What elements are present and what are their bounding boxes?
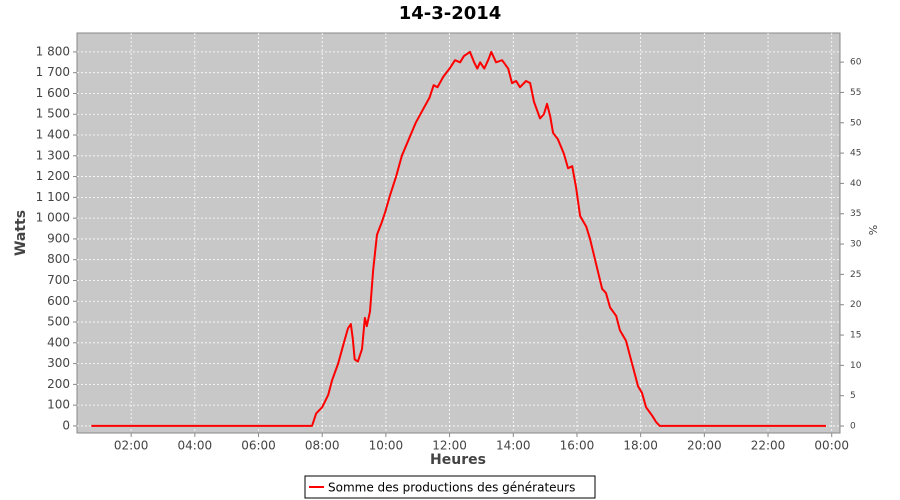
y-tick-label: 800 [47,252,70,266]
y-axis-label: Watts [13,210,29,256]
y-tick-label: 400 [47,335,70,349]
x-tick-label: 04:00 [178,439,213,453]
y-tick-label: 1 300 [36,148,70,162]
y-tick-label: 1 500 [36,107,70,121]
x-tick-label: 08:00 [305,439,340,453]
y-tick-label: 100 [47,398,70,412]
plot-area [76,32,841,434]
y-tick-label: 300 [47,356,70,370]
x-tick-label: 22:00 [751,439,786,453]
chart-title: 14-3-2014 [399,3,502,24]
x-tick-label: 14:00 [496,439,531,453]
y2-axis-label: % [867,225,880,235]
x-tick-label: 12:00 [432,439,467,453]
y2-tick-label: 45 [850,149,861,159]
y-tick-label: 200 [47,377,70,391]
y-tick-label: 1 700 [36,65,70,79]
y-tick-label: 1 600 [36,86,70,100]
x-tick-label: 06:00 [241,439,276,453]
y-tick-label: 1 000 [36,211,70,225]
y-tick-label: 500 [47,315,70,329]
x-tick-label: 18:00 [623,439,658,453]
series-line [91,50,826,427]
y2-tick-label: 10 [850,361,862,371]
legend [304,475,596,499]
y2-tick-label: 5 [850,391,856,401]
x-tick-label: 16:00 [560,439,595,453]
y2-tick-label: 50 [850,118,862,128]
x-tick-label: 02:00 [114,439,149,453]
y-tick-label: 700 [47,273,70,287]
y-tick-label: 900 [47,231,70,245]
y-tick-label: 1 800 [36,44,70,58]
y2-tick-label: 55 [850,88,861,98]
x-tick-label: 20:00 [687,439,722,453]
y2-tick-label: 15 [850,331,861,341]
y-tick-label: 0 [62,418,70,432]
y2-tick-label: 0 [850,422,856,432]
y-tick-label: 1 400 [36,128,70,142]
y2-tick-label: 20 [850,300,862,310]
x-tick-label: 10:00 [369,439,404,453]
x-tick-label: 00:00 [814,439,849,453]
y2-tick-label: 40 [850,179,862,189]
y-tick-label: 1 200 [36,169,70,183]
y2-tick-label: 60 [850,58,862,68]
y-tick-label: 600 [47,294,70,308]
y2-tick-label: 35 [850,209,861,219]
y-tick-label: 1 100 [36,190,70,204]
legend-label: Somme des productions des générateurs [328,481,575,495]
y2-tick-label: 25 [850,270,861,280]
y2-tick-label: 30 [850,240,862,250]
x-axis-label: Heures [430,452,486,468]
